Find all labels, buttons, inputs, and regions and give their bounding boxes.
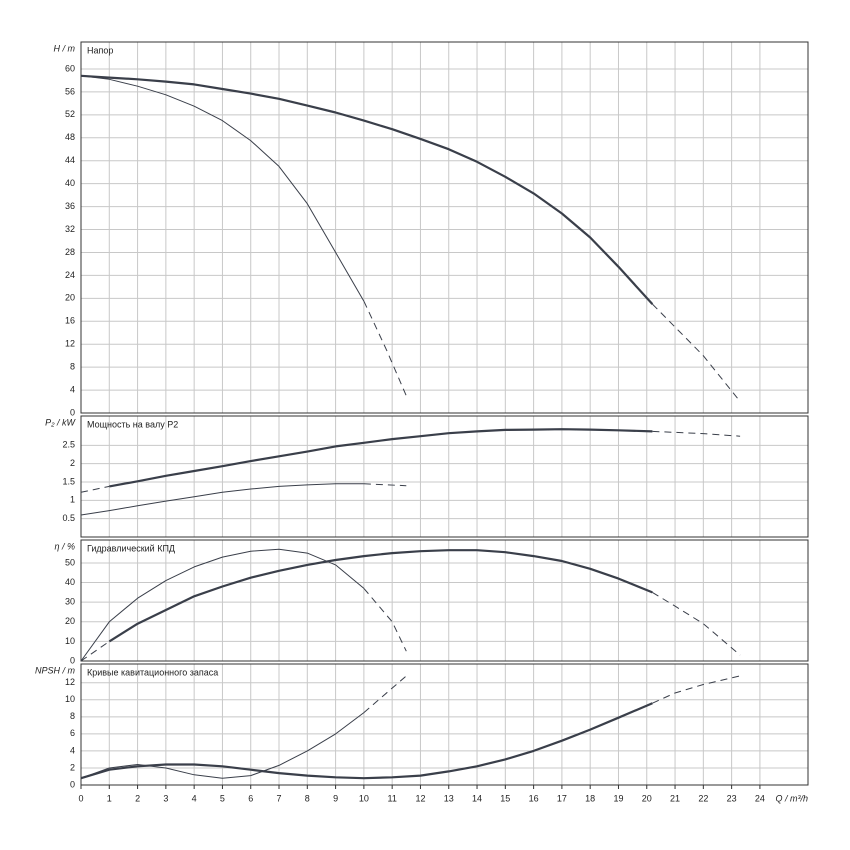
x-tick-label: 3: [163, 793, 168, 803]
curve: [363, 300, 407, 396]
y-tick-label: 56: [65, 86, 75, 96]
y-tick-label: 32: [65, 224, 75, 234]
x-tick-label: 22: [698, 793, 708, 803]
x-tick-label: 24: [755, 793, 765, 803]
y-tick-label: 1.5: [62, 476, 75, 486]
curve: [652, 675, 741, 704]
panel-annotation: Напор: [87, 45, 113, 55]
y-tick-label: 16: [65, 316, 75, 326]
curve: [363, 588, 407, 652]
x-axis-label: Q / m³/h: [775, 793, 808, 803]
curve: [80, 712, 365, 779]
y-tick-label: 40: [65, 577, 75, 587]
curve: [80, 702, 653, 780]
y-tick-label: 2.5: [62, 440, 75, 450]
x-tick-label: 17: [557, 793, 567, 803]
x-tick-label: 21: [670, 793, 680, 803]
x-tick-label: 15: [500, 793, 510, 803]
y-tick-label: 40: [65, 178, 75, 188]
x-tick-label: 6: [248, 793, 253, 803]
plot-frame: [80, 663, 809, 786]
y-tick-label: 20: [65, 293, 75, 303]
x-tick-label: 13: [444, 793, 454, 803]
y-tick-label: 0: [70, 655, 75, 665]
y-tick-label: 12: [65, 339, 75, 349]
panel-annotation: Гидравлический КПД: [87, 543, 175, 553]
y-tick-label: 44: [65, 155, 75, 165]
x-tick-label: 16: [529, 793, 539, 803]
x-tick-label: 19: [613, 793, 623, 803]
y-tick-label: 0: [70, 407, 75, 417]
panel-annotation: Кривые кавитационного запаса: [87, 667, 218, 677]
curve: [108, 549, 653, 643]
y-tick-label: 30: [65, 597, 75, 607]
curve: [80, 75, 365, 302]
curve: [652, 430, 741, 437]
y-tick-label: 50: [65, 557, 75, 567]
x-tick-label: 10: [359, 793, 369, 803]
y-tick-label: 2: [70, 762, 75, 772]
y-tick-label: 2: [70, 458, 75, 468]
y-tick-label: 28: [65, 247, 75, 257]
x-tick-label: 4: [192, 793, 197, 803]
plot-frame: [80, 415, 809, 538]
curve: [80, 640, 110, 662]
x-tick-label: 8: [305, 793, 310, 803]
y-tick-label: 10: [65, 636, 75, 646]
y-tick-label: 24: [65, 270, 75, 280]
y-axis-label: H / m: [54, 43, 76, 53]
x-tick-label: 5: [220, 793, 225, 803]
curve: [109, 428, 653, 488]
x-tick-label: 12: [415, 793, 425, 803]
y-tick-label: 60: [65, 63, 75, 73]
y-tick-label: 6: [70, 728, 75, 738]
curve: [652, 303, 741, 402]
curve: [363, 483, 407, 487]
y-tick-label: 8: [70, 711, 75, 721]
y-tick-label: 48: [65, 132, 75, 142]
x-tick-label: 14: [472, 793, 482, 803]
plot-frame: [80, 41, 809, 414]
curve: [80, 548, 365, 662]
y-tick-label: 36: [65, 201, 75, 211]
curve: [363, 675, 407, 713]
y-tick-label: 0.5: [62, 513, 75, 523]
x-tick-label: 20: [642, 793, 652, 803]
x-tick-label: 2: [135, 793, 140, 803]
x-tick-label: 11: [387, 793, 396, 803]
y-tick-label: 8: [70, 362, 75, 372]
x-tick-label: 7: [277, 793, 282, 803]
plot-frame: [80, 539, 809, 662]
y-axis-label: NPSH / m: [35, 665, 76, 675]
y-axis-label: η / %: [54, 541, 75, 551]
x-tick-label: 23: [727, 793, 737, 803]
curve: [80, 483, 364, 516]
y-tick-label: 1: [70, 495, 75, 505]
y-tick-label: 12: [65, 677, 75, 687]
x-tick-label: 9: [333, 793, 338, 803]
y-axis-label: P₂ / kW: [45, 417, 76, 427]
curve: [652, 591, 741, 656]
x-tick-label: 0: [78, 793, 83, 803]
y-tick-label: 52: [65, 109, 75, 119]
x-tick-label: 18: [585, 793, 595, 803]
x-tick-label: 1: [107, 793, 112, 803]
y-tick-label: 4: [70, 384, 75, 394]
y-tick-label: 20: [65, 616, 75, 626]
y-tick-label: 4: [70, 745, 75, 755]
y-tick-label: 0: [70, 779, 75, 789]
curve: [80, 485, 110, 493]
y-tick-label: 10: [65, 694, 75, 704]
panel-annotation: Мощность на валу P2: [87, 419, 178, 429]
curve: [80, 74, 654, 305]
